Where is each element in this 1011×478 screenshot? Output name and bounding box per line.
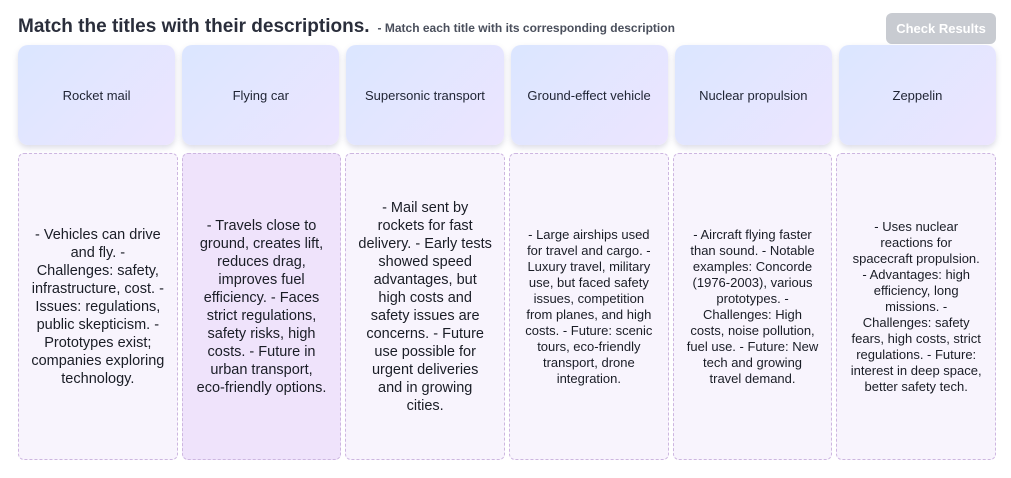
title-card-ground-effect-vehicle[interactable]: Ground-effect vehicle bbox=[510, 45, 668, 145]
header: Match the titles with their descriptions… bbox=[18, 16, 675, 38]
description-drop-zone-5[interactable]: - Aircraft flying faster than sound. - N… bbox=[672, 153, 833, 460]
description-text: - Travels close to ground, creates lift,… bbox=[196, 217, 327, 396]
description-text: - Large airships used for travel and car… bbox=[525, 226, 653, 386]
title-card-nuclear-propulsion[interactable]: Nuclear propulsion bbox=[674, 45, 832, 145]
page-title: Match the titles with their descriptions… bbox=[18, 16, 370, 37]
description-text: - Vehicles can drive and fly. - Challeng… bbox=[31, 226, 165, 387]
title-card-zeppelin[interactable]: Zeppelin bbox=[838, 45, 997, 145]
description-drop-zone-1[interactable]: - Vehicles can drive and fly. - Challeng… bbox=[18, 153, 178, 460]
description-drop-zone-2[interactable]: - Travels close to ground, creates lift,… bbox=[181, 153, 342, 460]
description-drop-zone-4[interactable]: - Large airships used for travel and car… bbox=[509, 153, 669, 460]
descriptions-row: - Vehicles can drive and fly. - Challeng… bbox=[18, 153, 997, 460]
description-text: - Uses nuclear reactions for spacecraft … bbox=[850, 218, 982, 394]
title-card-rocket-mail[interactable]: Rocket mail bbox=[18, 45, 176, 145]
description-text: - Aircraft flying faster than sound. - N… bbox=[686, 226, 819, 386]
title-card-supersonic-transport[interactable]: Supersonic transport bbox=[346, 45, 504, 145]
description-drop-zone-6[interactable]: - Uses nuclear reactions for spacecraft … bbox=[836, 153, 997, 460]
page-subtitle: - Match each title with its correspondin… bbox=[377, 21, 675, 35]
description-drop-zone-3[interactable]: - Mail sent by rockets for fast delivery… bbox=[345, 153, 506, 460]
description-text: - Mail sent by rockets for fast delivery… bbox=[358, 199, 492, 414]
check-results-button[interactable]: Check Results bbox=[886, 13, 996, 44]
title-card-flying-car[interactable]: Flying car bbox=[182, 45, 340, 145]
titles-row: Rocket mail Flying car Supersonic transp… bbox=[18, 45, 997, 145]
